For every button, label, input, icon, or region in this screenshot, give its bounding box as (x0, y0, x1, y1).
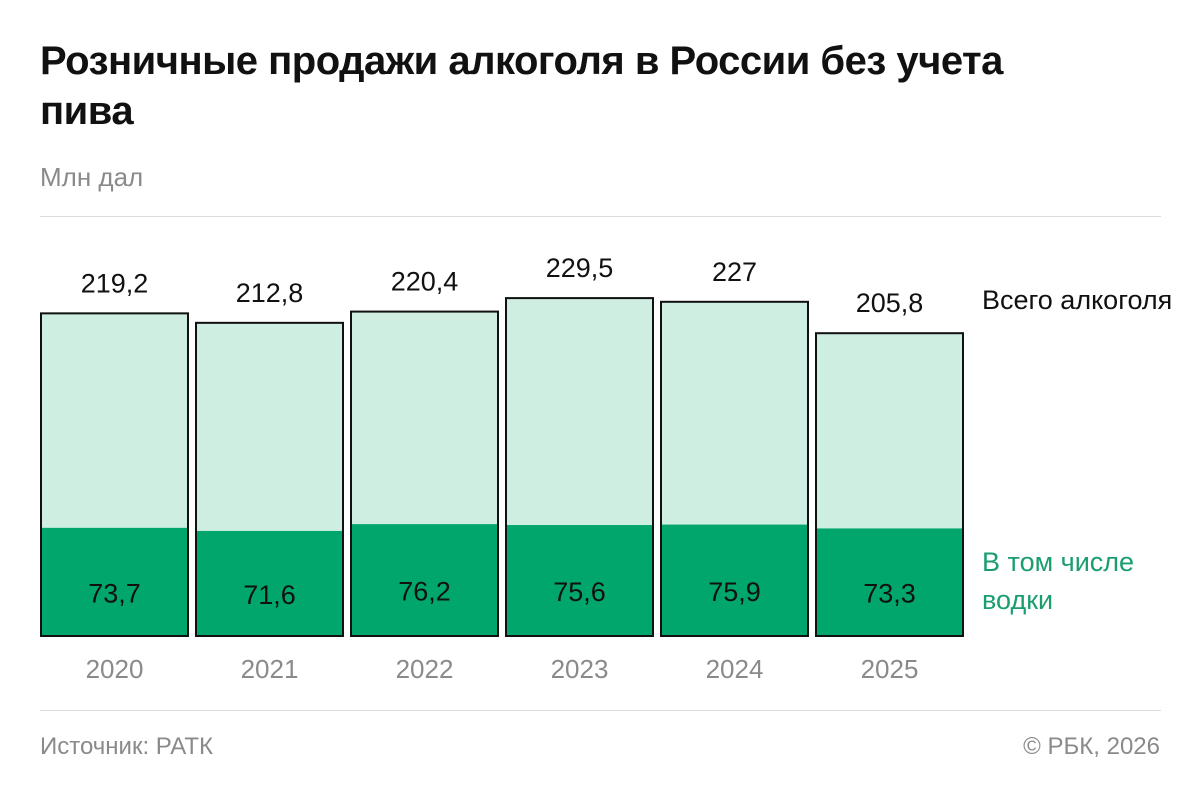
vodka-value-label: 75,6 (553, 577, 606, 607)
bar-outline (815, 332, 964, 637)
total-value-label: 219,2 (81, 268, 149, 298)
vodka-value-label: 75,9 (708, 577, 761, 607)
vodka-value-label: 76,2 (398, 577, 451, 607)
vodka-value-label: 73,3 (863, 579, 916, 609)
vodka-bar (350, 524, 499, 637)
bar-outline (505, 297, 654, 637)
x-tick-label: 2022 (396, 654, 454, 684)
x-tick-label: 2023 (551, 654, 609, 684)
bar-outline (660, 300, 809, 637)
bar-outline (350, 310, 499, 637)
vodka-bar (660, 524, 809, 637)
total-value-label: 205,8 (856, 288, 924, 318)
legend-total: Всего алкоголя (982, 285, 1173, 315)
total-value-label: 212,8 (236, 278, 304, 308)
total-value-label: 227 (712, 257, 757, 287)
x-tick-label: 2021 (241, 654, 299, 684)
bottom-divider (40, 710, 1161, 711)
chart-title: Розничные продажи алкоголя в России без … (40, 39, 1003, 133)
vodka-value-label: 73,7 (88, 578, 141, 608)
bar-outline (40, 312, 189, 637)
vodka-bar (195, 530, 344, 637)
legend-vodka: В том числе водки (982, 547, 1135, 615)
total-value-label: 229,5 (546, 253, 614, 283)
x-tick-label: 2024 (706, 654, 764, 684)
vodka-bar (40, 527, 189, 637)
source-note: Источник: РАТК (40, 733, 213, 760)
x-tick-label: 2025 (861, 654, 919, 684)
top-divider (40, 216, 1161, 217)
x-tick-label: 2020 (86, 654, 144, 684)
vodka-bar (505, 525, 654, 637)
total-value-label: 220,4 (391, 267, 459, 297)
vodka-value-label: 71,6 (243, 580, 296, 610)
copyright: © РБК, 2026 (1023, 733, 1160, 760)
bar-outline (195, 321, 344, 637)
unit-label: Млн дал (40, 162, 144, 192)
vodka-bar (815, 528, 964, 637)
